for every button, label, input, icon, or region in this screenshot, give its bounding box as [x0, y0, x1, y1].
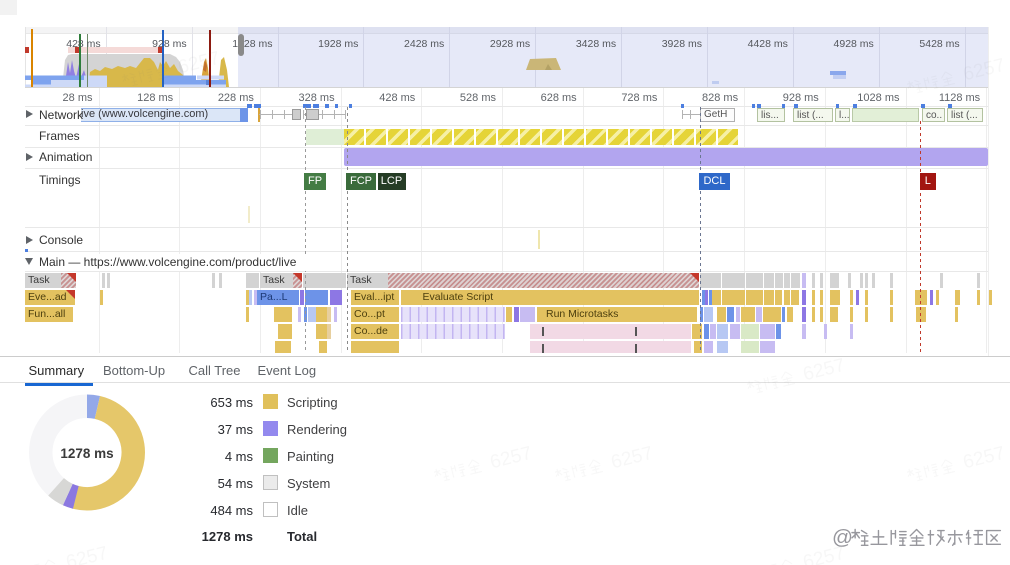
svg-text:6257: 6257 [488, 443, 534, 474]
svg-text:6257: 6257 [64, 543, 110, 565]
svg-text:6257: 6257 [176, 48, 222, 79]
svg-text:6257: 6257 [801, 355, 847, 386]
svg-text:6257: 6257 [801, 543, 847, 565]
svg-text:6257: 6257 [609, 443, 655, 474]
svg-text:6257: 6257 [961, 443, 1007, 474]
svg-text:6257: 6257 [961, 55, 1007, 86]
svg-text:@: @ [832, 527, 853, 549]
